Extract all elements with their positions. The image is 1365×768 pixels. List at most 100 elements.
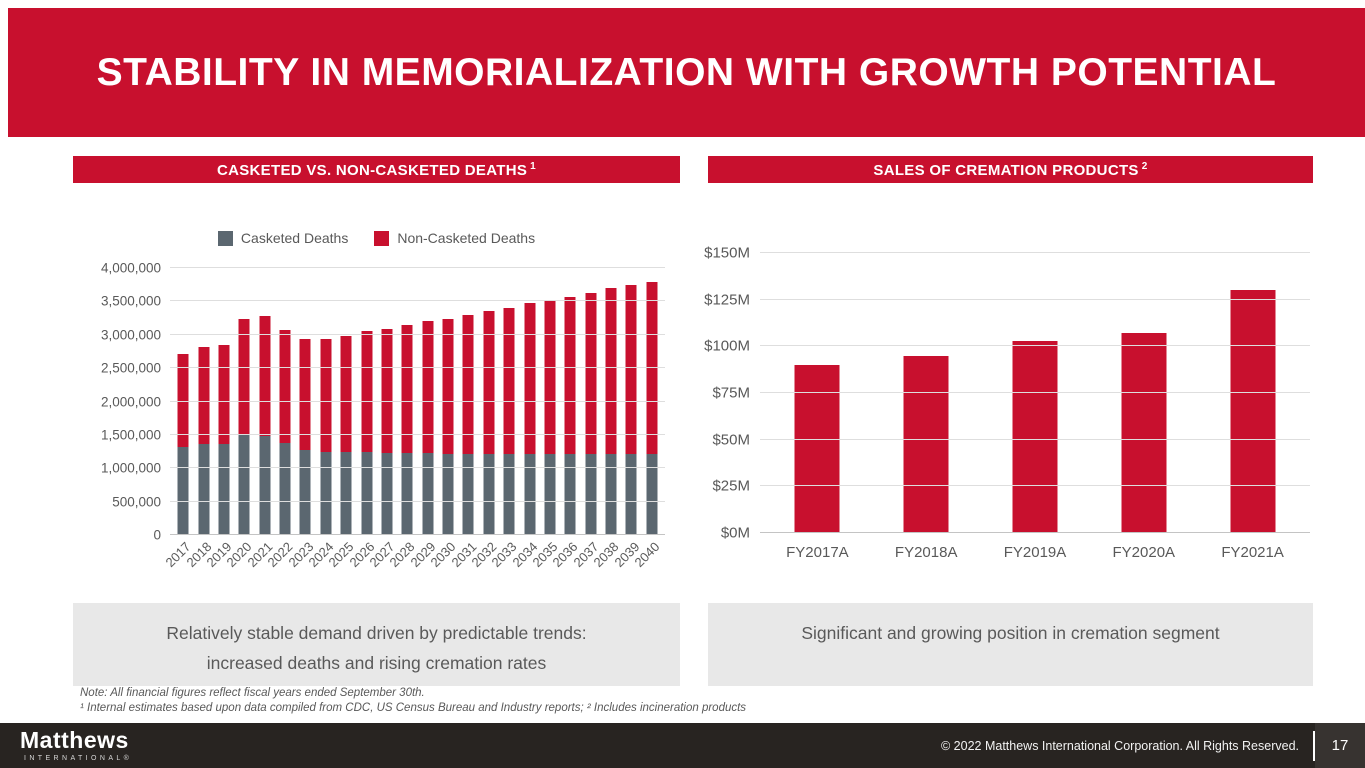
deaths-chart-y-axis: 0 500,000 1,000,000 1,500,000 2,000,000 2,500… xyxy=(73,261,161,543)
bar-segment xyxy=(381,452,393,535)
left-caption-box: Relatively stable demand driven by predi… xyxy=(73,603,680,686)
bar-segment xyxy=(218,444,230,535)
bar-segment xyxy=(605,453,617,535)
right-caption-box: Significant and growing position in crem… xyxy=(708,603,1313,686)
y-tick-label: $75M xyxy=(712,384,750,402)
bar xyxy=(564,268,576,535)
bar-segment xyxy=(503,453,515,535)
bar-segment xyxy=(422,452,434,535)
bar-segment xyxy=(198,443,210,535)
bar-segment xyxy=(544,300,556,454)
y-tick-label: 4,000,000 xyxy=(100,260,161,276)
bar-segment xyxy=(361,452,373,535)
non-casketed-swatch-icon xyxy=(374,230,390,246)
y-tick-label: $125M xyxy=(704,291,750,309)
gridline xyxy=(170,433,665,435)
bar-column: 2023 xyxy=(285,268,316,570)
casketed-swatch-icon xyxy=(217,230,233,246)
bar-segment xyxy=(198,346,210,444)
y-tick-label: 2,000,000 xyxy=(100,394,161,409)
bar-segment xyxy=(340,336,352,452)
bar-column: 2039 xyxy=(611,268,642,570)
bar xyxy=(605,268,617,535)
bar-segment xyxy=(340,451,352,535)
bar-segment xyxy=(381,328,393,453)
y-tick-label: $100M xyxy=(704,337,750,355)
title-banner: STABILITY IN MEMORIALIZATION WITH GROWTH… xyxy=(8,8,1365,137)
gridline xyxy=(760,392,1310,393)
bar xyxy=(320,268,332,535)
bar-segment xyxy=(625,453,637,535)
bar-segment xyxy=(605,288,617,454)
bar-column: 2033 xyxy=(489,268,520,570)
y-tick-label: 3,000,000 xyxy=(100,327,161,343)
y-tick-label: 500,000 xyxy=(112,494,161,510)
bar-segment xyxy=(320,338,332,453)
bar xyxy=(794,253,840,533)
gridline xyxy=(760,252,1310,253)
bar-segment xyxy=(238,318,250,434)
bar-segment xyxy=(422,320,434,453)
page-number-divider xyxy=(1313,730,1315,761)
bar xyxy=(585,268,597,535)
bar xyxy=(381,268,393,535)
y-tick-label: 3,500,000 xyxy=(100,293,161,309)
copyright-text: © 2022 Matthews International Corporatio… xyxy=(940,738,1299,753)
footnotes: Note: All financial figures reflect fisc… xyxy=(80,686,746,716)
footnote-note: Note: All financial figures reflect fisc… xyxy=(80,687,425,699)
bar xyxy=(524,268,536,535)
bar xyxy=(503,268,515,535)
bar xyxy=(422,268,434,535)
bar xyxy=(279,268,291,535)
matthews-logo: Matthews INTERNATIONAL® xyxy=(20,729,133,763)
right-section-footnote-ref: 2 xyxy=(1141,160,1148,172)
bar-segment xyxy=(462,315,474,454)
bar-segment xyxy=(903,355,949,533)
gridline xyxy=(760,438,1310,440)
bar-column: 2024 xyxy=(305,268,336,570)
bar-column: FY2019A xyxy=(981,253,1090,561)
bar-segment xyxy=(320,452,332,535)
gridline xyxy=(170,300,665,302)
bar-segment xyxy=(483,453,495,535)
y-tick-label: $0M xyxy=(720,524,750,542)
page-number-box: 17 xyxy=(1315,723,1365,768)
y-tick-label: 1,000,000 xyxy=(100,460,161,476)
logo-subtext: INTERNATIONAL® xyxy=(24,755,133,762)
sales-chart-y-axis: $0M $25M $50M $75M $100M $125M $150M xyxy=(704,245,750,542)
bar-segment xyxy=(1012,340,1058,533)
bar-segment xyxy=(442,318,454,454)
bar-column: 2026 xyxy=(346,268,377,570)
bar xyxy=(259,268,271,535)
bar-segment xyxy=(646,453,658,535)
bar-segment xyxy=(1230,290,1276,533)
bar xyxy=(340,268,352,535)
legend-item-casketed: Casketed Deaths xyxy=(217,230,349,246)
y-tick-label: $150M xyxy=(704,244,750,262)
bar-segment xyxy=(794,365,840,533)
bar xyxy=(299,268,311,535)
bar xyxy=(198,268,210,535)
left-section-title: CASKETED VS. NON-CASKETED DEATHS xyxy=(216,161,528,179)
legend-label-casketed: Casketed Deaths xyxy=(240,230,349,246)
x-tick-label: FY2019A xyxy=(1003,544,1067,561)
bar-column: 2030 xyxy=(428,268,459,570)
bar-column: 2025 xyxy=(326,268,357,570)
bar-segment xyxy=(299,338,311,451)
bar-column: 2019 xyxy=(203,268,235,570)
bar-segment xyxy=(1121,333,1167,533)
legend-item-non-casketed: Non-Casketed Deaths xyxy=(374,230,535,246)
bar-column: FY2017A xyxy=(763,253,872,561)
bar-segment xyxy=(442,453,454,535)
bar xyxy=(177,268,189,535)
bar-segment xyxy=(564,453,576,535)
footnote-sources: ¹ Internal estimates based upon data com… xyxy=(80,702,747,714)
right-caption: Significant and growing position in crem… xyxy=(801,623,1220,643)
page-number: 17 xyxy=(1331,737,1349,754)
bar-column: 2020 xyxy=(224,268,255,570)
bar xyxy=(483,268,495,535)
gridline xyxy=(170,267,665,268)
page-title: STABILITY IN MEMORIALIZATION WITH GROWTH… xyxy=(96,50,1277,94)
left-section-footnote-ref: 1 xyxy=(530,160,537,172)
